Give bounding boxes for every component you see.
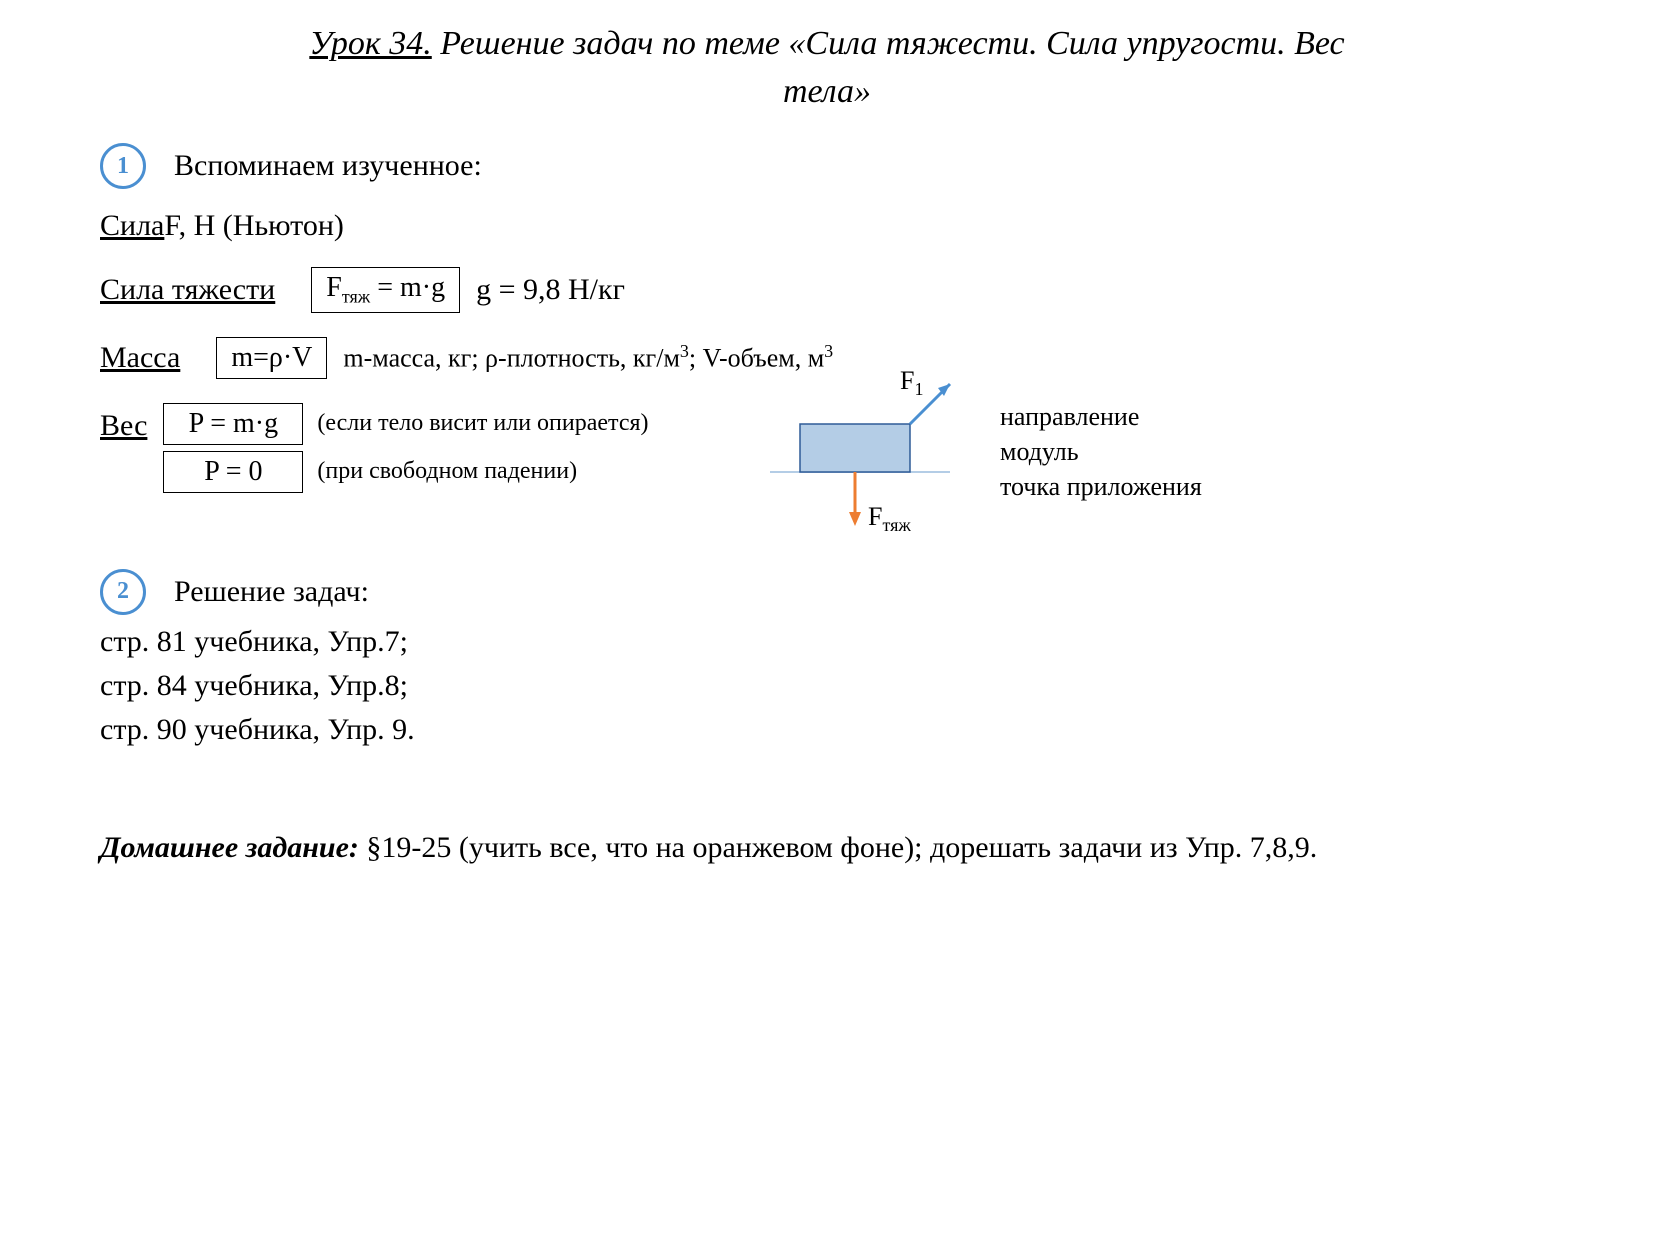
lesson-page: Урок 34. Решение задач по теме «Сила тяж… (0, 0, 1654, 1233)
homework-label: Домашнее задание: (100, 831, 359, 864)
ft-arrow-head (849, 512, 861, 526)
gravity-formula-box: Fтяж = m·g (311, 267, 460, 313)
homework-block: Домашнее задание: §19-25 (учить все, что… (100, 827, 1554, 869)
vec-prop-2: модуль (1000, 434, 1202, 469)
lesson-number: Урок 34. (309, 25, 431, 62)
body-box (800, 424, 910, 472)
weight-line-2: P = 0 (при свободном падении) (163, 451, 648, 493)
mass-desc-sup1: 3 (680, 341, 689, 361)
weight-note-2: (при свободном падении) (317, 458, 577, 485)
force-diagram-svg (740, 374, 980, 544)
section-1-header: 1 Вспоминаем изученное: (100, 143, 1554, 189)
weight-line-1: P = m·g (если тело висит или опирается) (163, 403, 648, 445)
section-2: 2 Решение задач: стр. 81 учебника, Упр.7… (100, 569, 1554, 747)
gravity-label: Сила тяжести (100, 273, 275, 307)
weight-boxes: P = m·g (если тело висит или опирается) … (163, 403, 648, 499)
gravity-eq: = m·g (370, 272, 445, 303)
bullet-2-icon: 2 (100, 569, 146, 615)
f1-label-sub: 1 (914, 379, 923, 399)
force-symbol: F, Н (Ньютон) (164, 209, 344, 243)
page-title: Урок 34. Решение задач по теме «Сила тяж… (100, 20, 1554, 115)
row-mass: Масса m=ρ·V m-масса, кг; ρ-плотность, кг… (100, 337, 1554, 379)
title-rest-1: Решение задач по теме «Сила тяжести. Сил… (432, 25, 1345, 62)
section-1-heading: Вспоминаем изученное: (174, 149, 482, 183)
mass-desc-mid: ; V-объем, м (689, 344, 824, 373)
mass-desc-pre: m-масса, кг; ρ-плотность, кг/м (343, 344, 680, 373)
mass-desc: m-масса, кг; ρ-плотность, кг/м3; V-объем… (343, 341, 833, 374)
ft-label-sub: тяж (882, 515, 910, 535)
gravity-sub: тяж (342, 287, 370, 307)
title-line-2: тела» (783, 73, 871, 110)
mass-desc-sup2: 3 (824, 341, 833, 361)
f1-label-pre: F (900, 366, 914, 395)
row-gravity: Сила тяжести Fтяж = m·g g = 9,8 Н/кг (100, 267, 1554, 313)
mass-label: Масса (100, 341, 180, 375)
section-2-header: 2 Решение задач: (100, 569, 1554, 615)
task-2: стр. 84 учебника, Упр.8; (100, 669, 1554, 703)
weight-formula-2: P = 0 (163, 451, 303, 493)
review-block: Сила F, Н (Ньютон) Сила тяжести Fтяж = m… (100, 209, 1554, 499)
g-value: g = 9,8 Н/кг (476, 273, 625, 307)
vec-prop-1: направление (1000, 399, 1202, 434)
gravity-F: F (326, 272, 342, 303)
section-2-heading: Решение задач: (174, 575, 369, 609)
row-force: Сила F, Н (Ньютон) (100, 209, 1554, 243)
weight-label: Вес (100, 409, 147, 443)
force-label: Сила (100, 209, 164, 243)
task-3: стр. 90 учебника, Упр. 9. (100, 713, 1554, 747)
vec-prop-3: точка приложения (1000, 469, 1202, 504)
task-1: стр. 81 учебника, Упр.7; (100, 625, 1554, 659)
weight-formula-1: P = m·g (163, 403, 303, 445)
ft-label: Fтяж (868, 502, 911, 536)
f1-label: F1 (900, 366, 923, 400)
bullet-1-icon: 1 (100, 143, 146, 189)
weight-note-1: (если тело висит или опирается) (317, 410, 648, 437)
ft-label-pre: F (868, 502, 882, 531)
mass-formula-box: m=ρ·V (216, 337, 327, 379)
homework-text: §19-25 (учить все, что на оранжевом фоне… (359, 831, 1317, 864)
force-diagram: F 1 Fтяж (740, 374, 980, 544)
vector-properties: направление модуль точка приложения (1000, 399, 1202, 504)
